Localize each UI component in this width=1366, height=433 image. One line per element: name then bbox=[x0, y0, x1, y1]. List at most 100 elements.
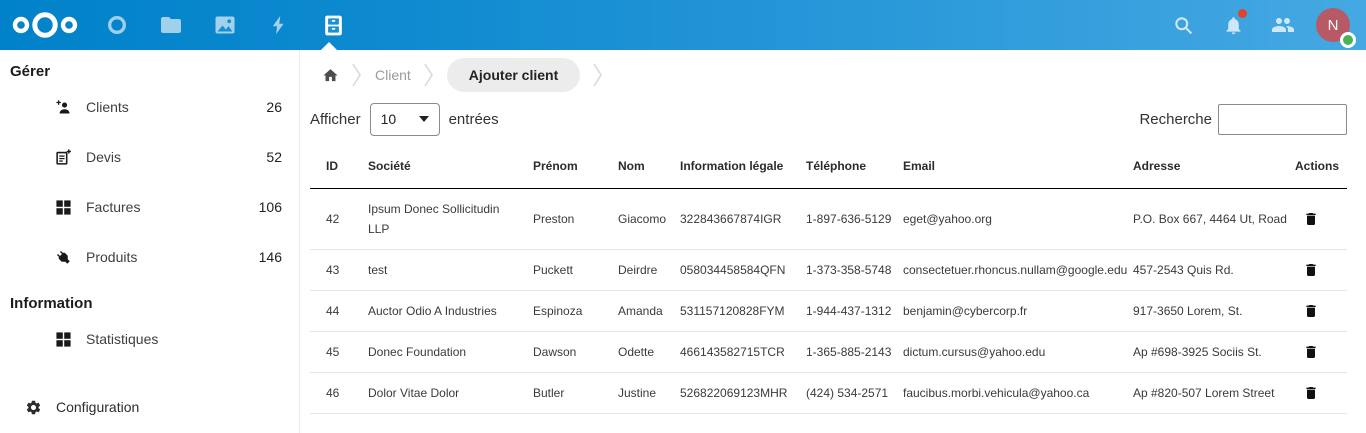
delete-row-button[interactable] bbox=[1303, 261, 1319, 279]
sidebar-item-label: Factures bbox=[86, 199, 141, 215]
activity-icon[interactable] bbox=[252, 0, 306, 50]
trash-icon bbox=[1306, 387, 1316, 399]
sidebar-item-configuration[interactable]: Configuration bbox=[0, 385, 299, 429]
sidebar-item-factures[interactable]: Factures 106 bbox=[0, 182, 299, 232]
table-header-row: ID Société Prénom Nom Information légale… bbox=[310, 144, 1347, 189]
nextcloud-logo-icon[interactable] bbox=[12, 12, 78, 38]
user-avatar[interactable]: N bbox=[1316, 8, 1356, 48]
breadcrumb: Client Ajouter client bbox=[310, 54, 1347, 96]
cell-telephone: 1-373-358-5748 bbox=[798, 249, 895, 291]
cell-telephone: 1-897-636-5129 bbox=[798, 188, 895, 250]
dashboard-icon[interactable] bbox=[90, 0, 144, 50]
cell-id: 46 bbox=[310, 372, 360, 414]
cell-nom: Deirdre bbox=[610, 249, 672, 291]
sidebar-item-label: Clients bbox=[86, 99, 129, 115]
sidebar-item-clients[interactable]: Clients 26 bbox=[0, 82, 299, 132]
chevron-right-icon bbox=[424, 62, 434, 88]
photos-icon[interactable] bbox=[198, 0, 252, 50]
app-archive-icon[interactable] bbox=[306, 0, 360, 50]
sidebar-item-count: 106 bbox=[258, 199, 282, 215]
search-icon[interactable] bbox=[1158, 0, 1208, 50]
table-row[interactable]: 45 Donec Foundation Dawson Odette 466143… bbox=[310, 331, 1347, 373]
breadcrumb-ajouter-client[interactable]: Ajouter client bbox=[446, 58, 581, 92]
cell-info-legale: 466143582715TCR bbox=[672, 331, 798, 373]
chevron-down-icon bbox=[418, 116, 429, 122]
col-adresse[interactable]: Adresse bbox=[1125, 144, 1287, 189]
table-body: 42 Ipsum Donec Sollicitudin LLP Preston … bbox=[310, 188, 1347, 414]
cell-actions bbox=[1287, 331, 1347, 373]
cell-prenom: Butler bbox=[525, 372, 610, 414]
cell-nom: Amanda bbox=[610, 290, 672, 332]
col-id[interactable]: ID bbox=[310, 144, 360, 189]
cell-nom: Justine bbox=[610, 372, 672, 414]
sidebar-item-label: Statistiques bbox=[86, 331, 159, 347]
cell-adresse: Ap #698-3925 Sociis St. bbox=[1125, 331, 1287, 373]
sidebar-item-produits[interactable]: Produits 146 bbox=[0, 232, 299, 282]
chevron-right-icon bbox=[352, 62, 362, 88]
cell-societe: test bbox=[360, 249, 525, 291]
col-actions: Actions bbox=[1287, 144, 1347, 189]
table-row[interactable]: 44 Auctor Odio A Industries Espinoza Ama… bbox=[310, 290, 1347, 332]
cell-email: benjamin@cybercorp.fr bbox=[895, 290, 1125, 332]
active-app-notch bbox=[321, 42, 337, 50]
sidebar-item-count: 26 bbox=[266, 99, 282, 115]
sidebar-heading-gerer: Gérer bbox=[10, 63, 51, 80]
cell-telephone: 1-365-885-2143 bbox=[798, 331, 895, 373]
cell-actions bbox=[1287, 372, 1347, 414]
sidebar-item-devis[interactable]: Devis 52 bbox=[0, 132, 299, 182]
cell-prenom: Espinoza bbox=[525, 290, 610, 332]
notification-badge bbox=[1238, 9, 1247, 18]
home-icon[interactable] bbox=[322, 67, 339, 84]
delete-row-button[interactable] bbox=[1303, 384, 1319, 402]
table-row[interactable]: 43 test Puckett Deirdre 058034458584QFN … bbox=[310, 249, 1347, 291]
chevron-right-icon bbox=[593, 62, 603, 88]
cell-info-legale: 526822069123MHR bbox=[672, 372, 798, 414]
cell-adresse: 917-3650 Lorem, St. bbox=[1125, 290, 1287, 332]
sidebar: Gérer Clients 26 Devis 52 bbox=[0, 50, 300, 433]
col-telephone[interactable]: Téléphone bbox=[798, 144, 895, 189]
grid-icon bbox=[55, 331, 72, 348]
sidebar-item-statistiques[interactable]: Statistiques bbox=[0, 314, 299, 364]
col-societe[interactable]: Société bbox=[360, 144, 525, 189]
delete-row-button[interactable] bbox=[1303, 302, 1319, 320]
cell-email: consectetuer.rhoncus.nullam@google.edu bbox=[895, 249, 1127, 291]
delete-row-button[interactable] bbox=[1303, 343, 1319, 361]
cell-actions bbox=[1287, 249, 1347, 291]
files-icon[interactable] bbox=[144, 0, 198, 50]
trash-icon bbox=[1306, 346, 1316, 358]
trash-icon bbox=[1306, 213, 1316, 225]
search-input[interactable] bbox=[1218, 103, 1347, 135]
cell-id: 42 bbox=[310, 188, 360, 250]
table-row[interactable]: 42 Ipsum Donec Sollicitudin LLP Preston … bbox=[310, 188, 1347, 250]
cell-telephone: 1-944-437-1312 bbox=[798, 290, 895, 332]
status-online-icon bbox=[1340, 32, 1356, 48]
plug-icon bbox=[55, 249, 72, 266]
cell-societe: Auctor Odio A Industries bbox=[360, 290, 525, 332]
contacts-icon[interactable] bbox=[1258, 0, 1308, 50]
topbar-actions: N bbox=[1158, 0, 1366, 50]
cell-societe: Dolor Vitae Dolor bbox=[360, 372, 525, 414]
trash-icon bbox=[1306, 305, 1316, 317]
col-prenom[interactable]: Prénom bbox=[525, 144, 610, 189]
breadcrumb-client[interactable]: Client bbox=[375, 67, 411, 83]
table-row[interactable]: 46 Dolor Vitae Dolor Butler Justine 5268… bbox=[310, 372, 1347, 414]
delete-row-button[interactable] bbox=[1303, 210, 1319, 228]
notifications-bell-icon[interactable] bbox=[1208, 0, 1258, 50]
sidebar-item-label: Configuration bbox=[56, 399, 140, 415]
cell-nom: Giacomo bbox=[610, 188, 672, 250]
cell-prenom: Dawson bbox=[525, 331, 610, 373]
col-nom[interactable]: Nom bbox=[610, 144, 672, 189]
cell-adresse: P.O. Box 667, 4464 Ut, Road bbox=[1125, 188, 1287, 250]
search-label: Recherche bbox=[1139, 110, 1212, 128]
col-information-legale[interactable]: Information légale bbox=[672, 144, 798, 189]
sidebar-heading-information: Information bbox=[10, 295, 93, 312]
cell-prenom: Preston bbox=[525, 188, 610, 250]
sidebar-item-label: Devis bbox=[86, 149, 122, 165]
sidebar-item-count: 52 bbox=[266, 149, 282, 165]
cell-societe: Donec Foundation bbox=[360, 331, 525, 373]
cell-email: dictum.cursus@yahoo.edu bbox=[895, 331, 1125, 373]
col-email[interactable]: Email bbox=[895, 144, 1125, 189]
cell-adresse: Ap #820-507 Lorem Street bbox=[1125, 372, 1287, 414]
page-size-select[interactable]: 10 bbox=[369, 102, 440, 136]
entries-label: entrées bbox=[448, 110, 499, 128]
